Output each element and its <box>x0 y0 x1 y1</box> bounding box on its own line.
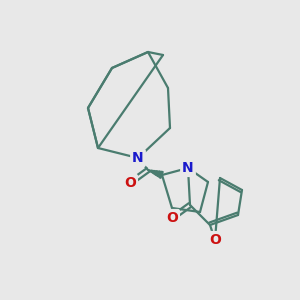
Polygon shape <box>148 170 163 178</box>
Text: O: O <box>209 233 221 247</box>
Text: O: O <box>124 176 136 190</box>
Text: N: N <box>132 151 144 165</box>
Text: N: N <box>182 161 194 175</box>
Text: O: O <box>166 211 178 225</box>
